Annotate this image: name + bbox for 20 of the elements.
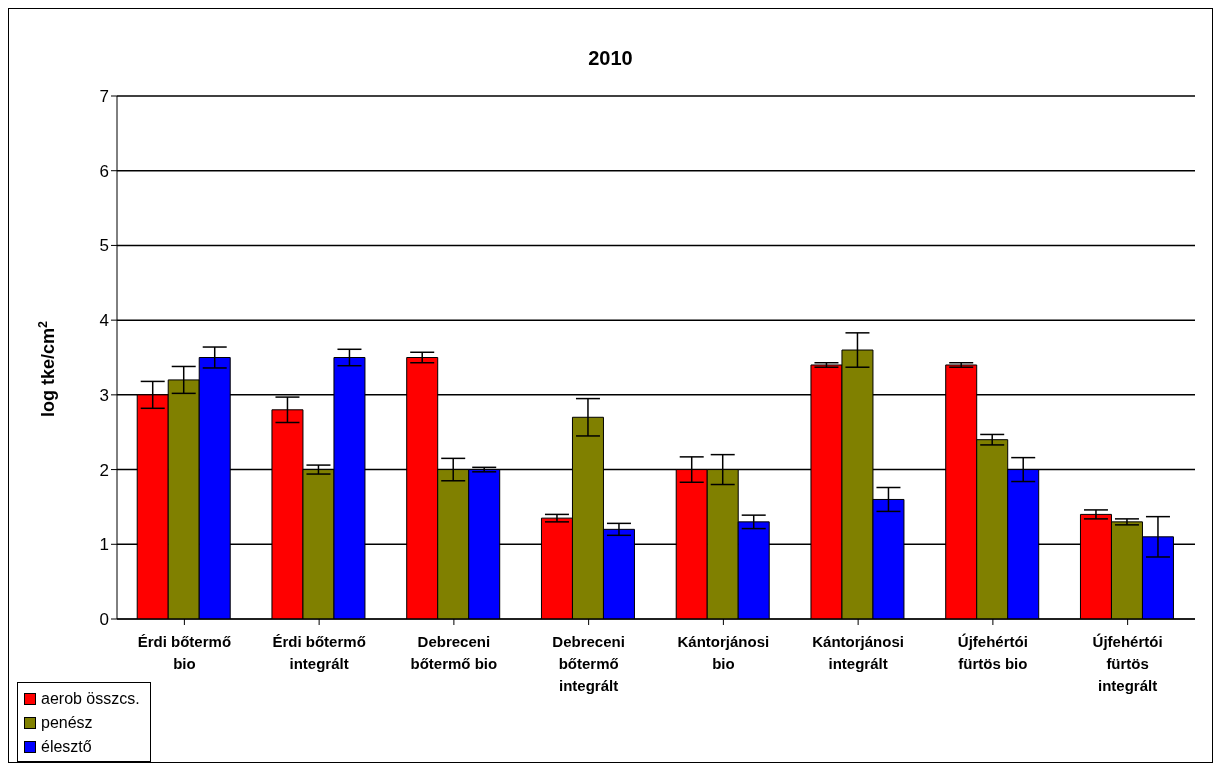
y-tick-label: 5 bbox=[99, 236, 109, 256]
y-tick-label: 3 bbox=[99, 385, 109, 405]
x-tick-label: Kántorjánosi bio bbox=[677, 633, 770, 672]
y-tick-label: 4 bbox=[99, 311, 109, 331]
y-tick-label: 0 bbox=[99, 610, 109, 630]
y-tick-label: 2 bbox=[99, 460, 109, 480]
x-tick-label: Újfehértói fürtös integrált bbox=[1092, 633, 1163, 694]
x-tick-label: Kántorjánosi integrált bbox=[812, 633, 904, 672]
x-tick-label: Újfehértói fürtös bio bbox=[957, 633, 1028, 672]
y-tick-label: 7 bbox=[99, 87, 109, 107]
x-tick-label: Érdi bőtermő bio bbox=[137, 633, 232, 672]
x-tick-label: Debreceni bőtermő bio bbox=[410, 633, 498, 672]
legend-label: penész bbox=[41, 714, 93, 732]
legend-label: aerob összcs. bbox=[41, 690, 140, 708]
x-tick-label: Érdi bőtermő integrált bbox=[272, 633, 366, 672]
legend-label: élesztő bbox=[41, 738, 92, 756]
x-tick-label: Debreceni bőtermő integrált bbox=[552, 633, 625, 694]
y-tick-label: 6 bbox=[99, 161, 109, 181]
y-tick-label: 1 bbox=[99, 535, 109, 555]
chart-title: 2010 bbox=[587, 47, 634, 70]
